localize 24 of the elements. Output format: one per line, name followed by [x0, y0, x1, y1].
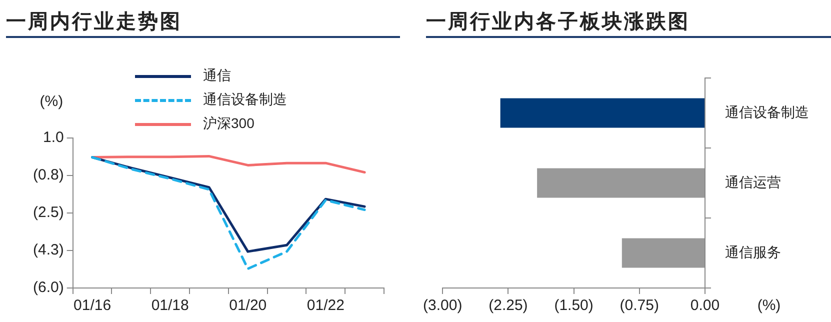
x-tick-label: (1.50) — [554, 297, 594, 314]
x-tick-label: (2.25) — [488, 297, 528, 314]
x-tick-label: 0.00 — [690, 297, 720, 314]
y-tick-label: (2.5) — [33, 204, 64, 222]
legend-label: 沪深300 — [203, 115, 254, 133]
y-axis-title: (%) — [40, 93, 64, 110]
y-tick-label: 通信设备制造 — [725, 104, 809, 120]
y-tick-label: 通信运营 — [725, 174, 781, 190]
x-tick-label: 01/18 — [151, 297, 189, 314]
x-axis-title: (%) — [757, 297, 781, 314]
y-tick-label: (6.0) — [33, 279, 64, 296]
x-tick-label: (0.75) — [620, 297, 659, 314]
y-tick-label: (4.3) — [33, 242, 64, 259]
legend-label: 通信设备制造 — [203, 91, 287, 109]
legend-label: 通信 — [203, 67, 231, 85]
chart-title: 一周内行业走势图 — [6, 8, 400, 38]
x-tick-label: 01/16 — [74, 297, 112, 314]
chart-title: 一周行业内各子板块涨跌图 — [426, 8, 831, 38]
y-tick-label: 1.0 — [42, 129, 64, 146]
y-tick-label: (0.8) — [33, 166, 64, 184]
x-tick-label: (3.00) — [423, 297, 462, 314]
x-tick-label: 01/22 — [306, 297, 344, 314]
y-tick-label: 通信服务 — [725, 244, 781, 260]
x-tick-label: 01/20 — [229, 297, 267, 314]
